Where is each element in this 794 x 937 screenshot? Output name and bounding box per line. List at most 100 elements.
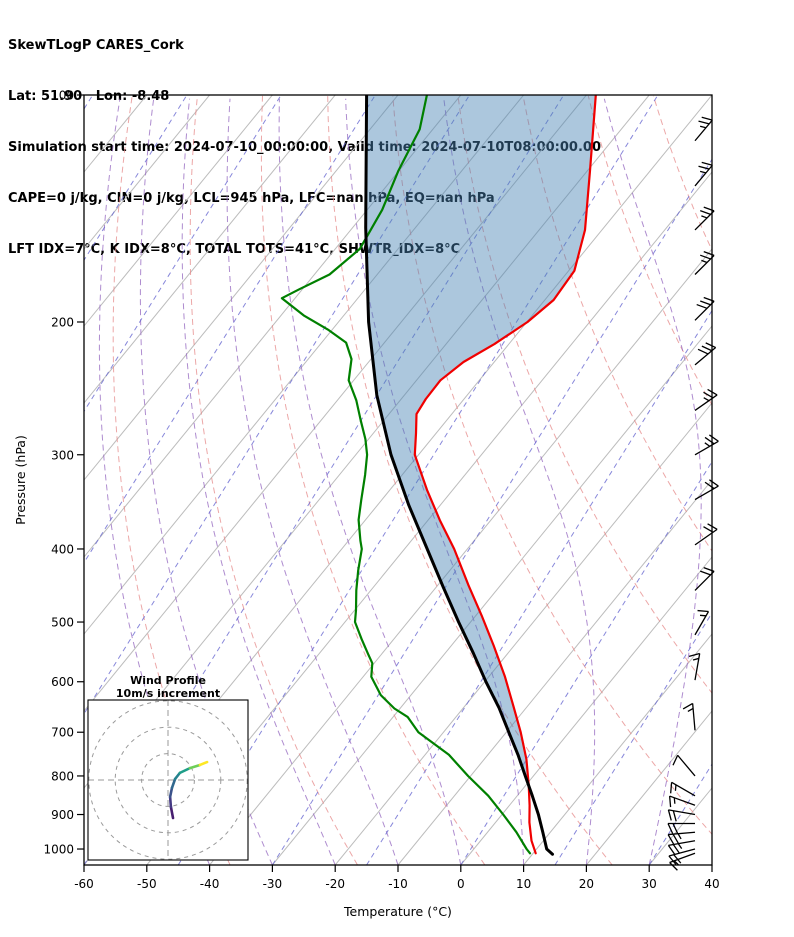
y-axis-label: Pressure (hPa)	[13, 435, 28, 525]
y-tick-label: 600	[51, 675, 74, 689]
x-tick-label: 10	[516, 877, 531, 891]
isotherm-line	[586, 710, 712, 865]
mixing-ratio-line	[84, 95, 565, 865]
x-tick-label: -50	[137, 877, 157, 891]
y-tick-label: 300	[51, 448, 74, 462]
y-tick-label: 400	[51, 542, 74, 556]
dry-adiabat-line	[652, 95, 712, 252]
x-tick-label: 40	[704, 877, 719, 891]
hodograph-trace-segment	[168, 795, 173, 809]
moist-adiabat-line	[181, 98, 336, 865]
hodograph-trace-segment	[188, 763, 202, 770]
mixing-ratio-line	[648, 763, 712, 865]
wind-barb	[694, 161, 713, 187]
moist-adiabat-line	[98, 98, 211, 865]
y-tick-label: 700	[51, 726, 74, 740]
y-tick-label: 900	[51, 808, 74, 822]
wind-barb	[670, 781, 696, 797]
hodograph-trace-segment	[169, 805, 175, 820]
wind-barb	[694, 479, 719, 501]
isotherm-line	[460, 556, 712, 865]
wind-barb	[694, 388, 718, 411]
wind-barb	[688, 652, 701, 681]
wind-barb	[694, 206, 715, 231]
background-gridlines	[84, 95, 794, 865]
hodograph-trace-segment	[198, 760, 209, 767]
mixing-ratio-line	[84, 95, 188, 262]
x-axis-label: Temperature (°C)	[343, 904, 452, 919]
mixing-ratio-line	[366, 309, 712, 865]
mixing-ratio-line	[271, 158, 712, 865]
dry-adiabat-line	[587, 95, 712, 406]
temperature-curve	[413, 95, 597, 855]
mixing-ratio-line	[177, 95, 659, 865]
hodograph-trace-segment	[170, 777, 177, 790]
isotherm-line	[334, 402, 712, 865]
mixing-ratio-line	[84, 95, 282, 413]
x-tick-label: 30	[642, 877, 657, 891]
wind-barb	[694, 566, 715, 591]
dry-adiabat-line	[189, 95, 358, 865]
isotherm-line	[209, 248, 712, 865]
mixing-ratio-line	[460, 460, 712, 865]
isotherm-line	[84, 95, 336, 404]
moist-adiabat-line	[345, 98, 525, 865]
x-tick-label: -20	[325, 877, 345, 891]
isotherm-line	[84, 95, 462, 558]
x-tick-label: 0	[457, 877, 465, 891]
dry-adiabat-line	[260, 95, 486, 865]
negative-area-shading	[365, 95, 596, 800]
hodograph-title: Wind Profile	[130, 674, 206, 687]
wind-barb	[694, 609, 710, 636]
hodograph-trace-segment	[168, 786, 174, 799]
y-tick-label: 100	[51, 89, 74, 103]
moist-adiabat-line	[139, 98, 273, 865]
dry-adiabat-line	[112, 95, 231, 865]
dry-adiabat-line	[457, 95, 712, 694]
wind-barb-column	[667, 116, 719, 871]
isotherm-line	[648, 787, 712, 865]
dry-adiabat-line	[719, 96, 794, 865]
hodograph-inset	[87, 699, 249, 861]
x-tick-label: -40	[200, 877, 220, 891]
hodograph-ring	[141, 753, 195, 807]
wind-barb	[669, 852, 696, 871]
latlon-line: Lat: 51.90 Lon: -8.48	[8, 89, 170, 104]
moist-adiabat-line	[226, 98, 399, 865]
moist-adiabat-line	[603, 98, 702, 865]
wind-barb	[667, 809, 696, 822]
axes-ticks: -60 -50 -40 -30 -20 -10 0 10 20 30 40 100 200 300 400 5…	[43, 89, 719, 892]
x-tick-label: -30	[263, 877, 283, 891]
indices-line-2: LFT IDX=7°C, K IDX=8°C, TOTAL TOTS=41°C,…	[8, 242, 461, 257]
wind-barb	[667, 822, 695, 834]
chart-header: SkewTLogP CARES_Cork Lat: 51.90 Lon: -8.…	[8, 3, 601, 292]
isotherm-line	[84, 95, 587, 712]
wind-barb	[668, 848, 696, 865]
sounding-curves	[280, 95, 597, 856]
wind-barb	[694, 342, 717, 366]
indices-line-1: CAPE=0 j/kg, CIN=0 j/kg, LCL=945 hPa, LF…	[8, 191, 495, 206]
hodograph-border	[87, 699, 249, 861]
mixing-ratio-line	[84, 95, 470, 715]
wind-barb	[694, 434, 719, 456]
isotherm-line	[84, 95, 273, 327]
isotherm-line	[146, 171, 712, 865]
y-tick-label: 800	[51, 769, 74, 783]
x-tick-label: 20	[579, 877, 594, 891]
dewpoint-curve	[280, 95, 532, 855]
isotherm-line	[84, 95, 524, 635]
wind-barb	[694, 251, 715, 275]
isotherm-line	[397, 479, 712, 865]
parcel-curve	[364, 95, 554, 856]
y-tick-label: 1000	[43, 843, 74, 857]
wind-barb	[694, 116, 713, 142]
hodograph-subtitle: 10m/s increment	[116, 687, 220, 700]
mixing-ratio-line	[84, 95, 376, 564]
y-tick-label: 500	[51, 616, 74, 630]
cin-shading	[365, 95, 596, 800]
x-tick-label: -10	[388, 877, 408, 891]
wind-barb	[694, 523, 718, 546]
page-title: SkewTLogP CARES_Cork	[8, 38, 184, 53]
